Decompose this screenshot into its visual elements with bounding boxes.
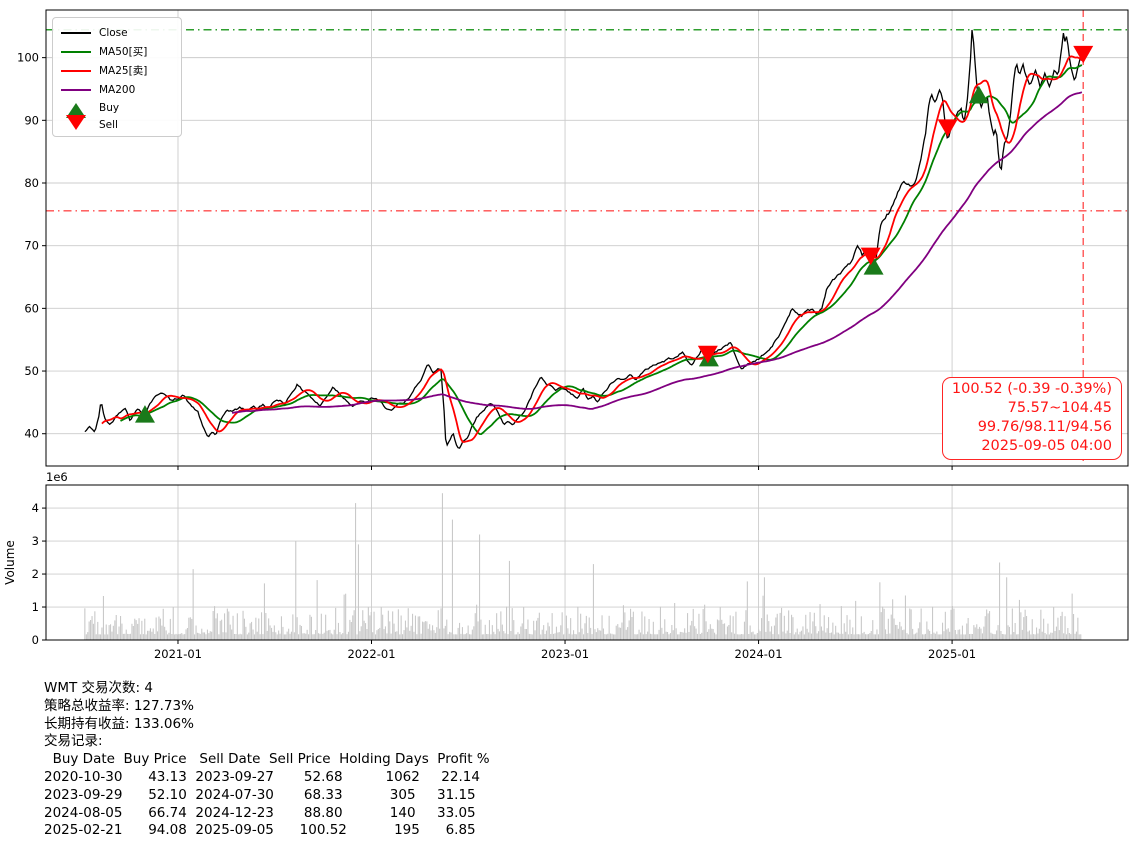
legend-item-ma25: MA25[卖] bbox=[61, 61, 173, 80]
svg-text:70: 70 bbox=[24, 239, 39, 253]
svg-text:100: 100 bbox=[17, 51, 39, 65]
legend-line-sample bbox=[61, 50, 91, 53]
svg-text:2023-01: 2023-01 bbox=[541, 647, 589, 661]
buy-marker bbox=[863, 257, 884, 275]
legend-item-ma50: MA50[买] bbox=[61, 42, 173, 61]
price-plot-border bbox=[45, 9, 1129, 467]
volume-axis-title: Volume bbox=[3, 540, 17, 585]
tick-marks bbox=[42, 57, 953, 644]
legend-label: Buy bbox=[99, 101, 120, 114]
svg-text:80: 80 bbox=[24, 176, 39, 190]
legend-item-close: Close bbox=[61, 23, 173, 42]
stats-block: WMT 交易次数: 4 策略总收益率: 127.73% 长期持有收益: 133.… bbox=[44, 680, 490, 840]
svg-text:1: 1 bbox=[32, 600, 39, 614]
sell-marker bbox=[937, 119, 958, 137]
legend-box: Close MA50[买] MA25[卖] MA200 Buy Sell bbox=[52, 17, 182, 137]
x-axis-labels: 2021-01 2022-01 2023-01 2024-01 2025-01 bbox=[154, 647, 976, 661]
sell-marker bbox=[860, 247, 881, 266]
legend-line-sample bbox=[61, 31, 91, 34]
sell-marker bbox=[697, 345, 718, 364]
sell-marker bbox=[1073, 45, 1094, 64]
svg-text:50: 50 bbox=[24, 364, 39, 378]
legend-item-ma200: MA200 bbox=[61, 80, 173, 99]
svg-text:40: 40 bbox=[24, 427, 39, 441]
gridlines bbox=[46, 10, 1128, 640]
volume-plot-border bbox=[45, 484, 1129, 641]
svg-text:2: 2 bbox=[32, 567, 39, 581]
annotation-range: 75.57~104.45 bbox=[1007, 400, 1112, 416]
buy-marker bbox=[968, 85, 989, 104]
ma200-line bbox=[231, 91, 1083, 414]
ma25-line bbox=[101, 55, 1083, 443]
volume-bars bbox=[84, 493, 1082, 640]
price-annotation-box: 100.52 (-0.39 -0.39%) 75.57~104.45 99.76… bbox=[941, 377, 1122, 460]
svg-text:2024-01: 2024-01 bbox=[735, 647, 783, 661]
close-line bbox=[84, 29, 1083, 449]
legend-item-buy: Buy bbox=[61, 99, 173, 118]
plots-svg: 40 50 60 70 80 90 100 0 1 2 3 4 2021-01 2022-01 2023-0… bbox=[3, 9, 1129, 661]
annotation-ma-values: 99.76/98.11/94.56 bbox=[977, 419, 1112, 435]
svg-text:3: 3 bbox=[32, 534, 39, 548]
legend-label: MA200 bbox=[99, 83, 136, 96]
svg-text:0: 0 bbox=[32, 633, 39, 647]
y-axis-labels: 40 50 60 70 80 90 100 0 1 2 3 4 bbox=[17, 51, 39, 647]
trade-table: Buy Date Buy Price Sell Date Sell Price … bbox=[44, 751, 490, 839]
strategy-return-line: 策略总收益率: 127.73% bbox=[44, 697, 194, 714]
svg-text:2022-01: 2022-01 bbox=[347, 647, 395, 661]
sell-triangle-icon bbox=[66, 115, 86, 130]
legend-label: MA25[卖] bbox=[99, 65, 148, 77]
ma50-line bbox=[120, 64, 1083, 436]
svg-text:2021-01: 2021-01 bbox=[154, 647, 202, 661]
legend-label: MA50[买] bbox=[99, 46, 148, 58]
svg-text:90: 90 bbox=[24, 113, 39, 127]
annotation-timestamp: 2025-09-05 04:00 bbox=[981, 438, 1112, 454]
buyhold-return-line: 长期持有收益: 133.06% bbox=[44, 715, 194, 732]
legend-line-sample bbox=[61, 69, 91, 72]
annotation-last-price: 100.52 (-0.39 -0.39%) bbox=[951, 381, 1112, 397]
trade-log-title: 交易记录: bbox=[44, 733, 103, 750]
trade-count-line: WMT 交易次数: 4 bbox=[44, 680, 153, 696]
legend-item-sell: Sell bbox=[61, 115, 173, 133]
legend-label: Close bbox=[99, 26, 128, 39]
buy-triangle-icon bbox=[66, 103, 86, 118]
buy-marker bbox=[134, 405, 155, 423]
legend-line-sample bbox=[61, 88, 91, 91]
legend-label: Sell bbox=[99, 118, 118, 131]
volume-scale-label: 1e6 bbox=[46, 470, 68, 484]
svg-text:60: 60 bbox=[24, 301, 39, 315]
svg-text:2025-01: 2025-01 bbox=[928, 647, 976, 661]
svg-text:4: 4 bbox=[32, 501, 39, 515]
